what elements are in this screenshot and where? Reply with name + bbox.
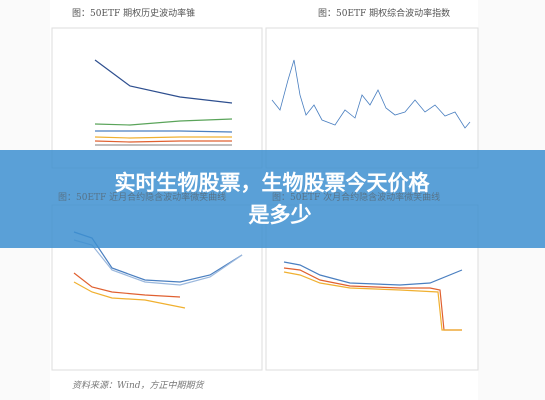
panel-title: 图：50ETF 期权综合波动率指数	[318, 7, 450, 19]
panel-title: 图：50ETF 次月合约隐含波动率微笑曲线	[272, 191, 440, 203]
source-note: 资料来源：Wind，方正中期期货	[72, 380, 206, 391]
chart-lines	[73, 59, 471, 331]
panel-title: 图：50ETF 近月合约隐含波动率微笑曲线	[58, 191, 226, 203]
chart-frame	[51, 27, 263, 169]
panel-title: 图：50ETF 期权历史波动率锥	[72, 7, 195, 19]
chart-frame	[265, 27, 479, 169]
banner	[0, 150, 545, 248]
banner-title: 实时生物股票，生物股票今天价格	[115, 171, 431, 195]
banner-title: 是多少	[249, 203, 312, 227]
